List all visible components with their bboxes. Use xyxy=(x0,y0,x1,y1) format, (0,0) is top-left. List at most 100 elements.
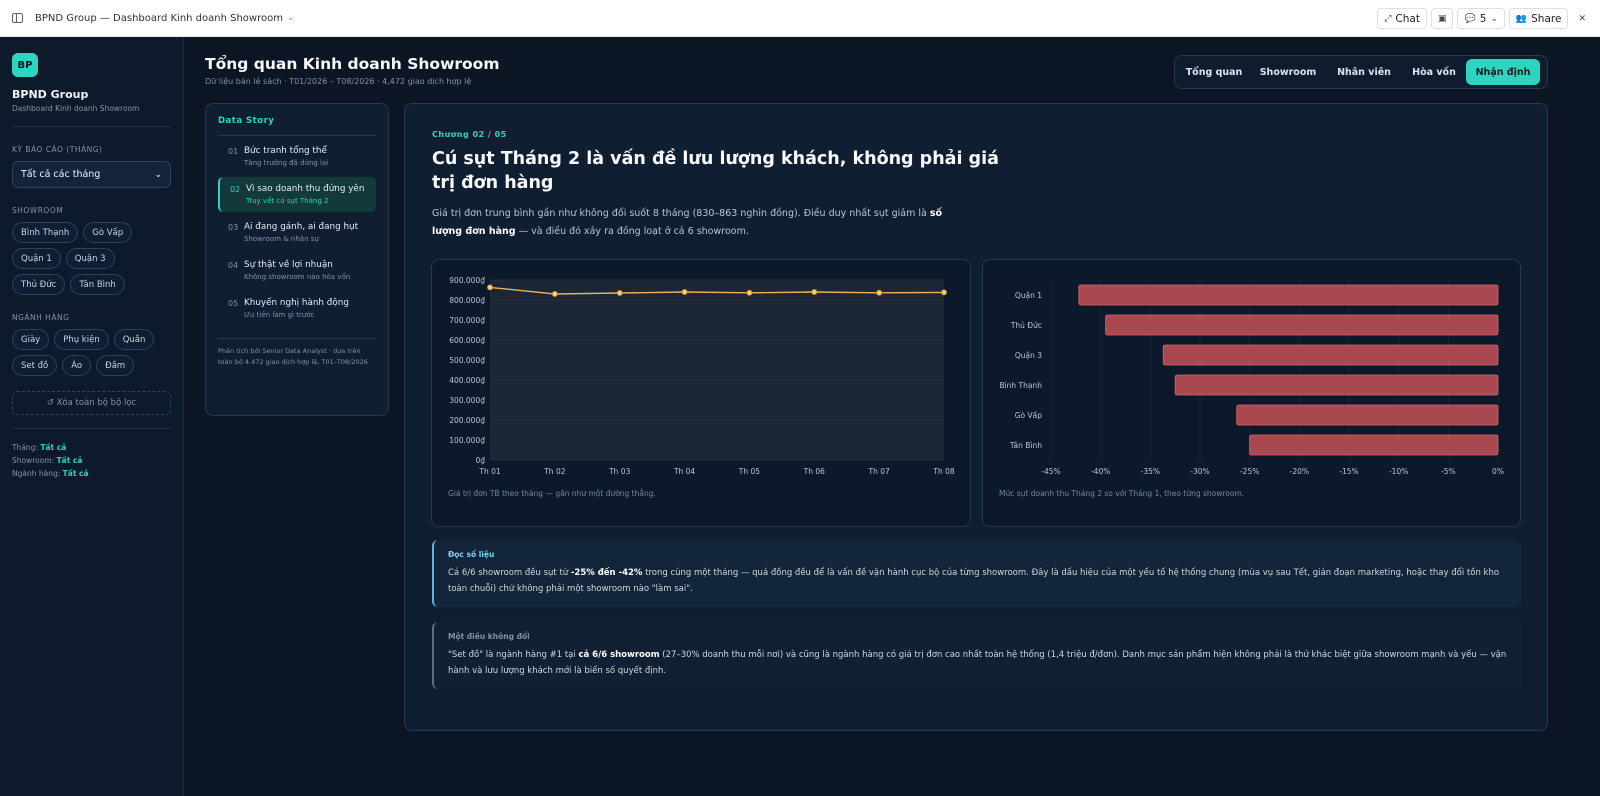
close-icon: ✕ xyxy=(1578,13,1586,24)
comments-button[interactable]: 💬 5 ⌄ xyxy=(1457,8,1505,29)
tab-showroom[interactable]: Showroom xyxy=(1259,66,1317,78)
chip-category[interactable]: Quần xyxy=(113,329,155,350)
window-title[interactable]: BPND Group — Dashboard Kinh doanh Showro… xyxy=(35,12,295,24)
page-title: Tổng quan Kinh doanh Showroom xyxy=(205,55,500,73)
x-tick-label: -10% xyxy=(1389,467,1408,476)
tab-staff[interactable]: Nhân viên xyxy=(1337,66,1391,78)
share-button[interactable]: 👥 Share xyxy=(1508,8,1569,29)
data-point xyxy=(487,284,494,291)
y-tick-label: 600.000₫ xyxy=(449,336,485,345)
open-panel-button[interactable]: ▣ xyxy=(1430,8,1454,29)
reset-filters-button[interactable]: ↺ Xóa toàn bộ bộ lọc xyxy=(12,391,171,415)
y-category-label: Bình Thạnh xyxy=(999,381,1042,390)
story-item-3[interactable]: 03 Ai đang gánh, ai đang hụt Showroom & n… xyxy=(228,222,359,243)
data-point xyxy=(746,289,753,296)
aov-line-chart-card: 0₫ 100.000₫ 200.000₫ 300.000₫ 400.000₫ 500.00… xyxy=(431,259,971,527)
chip-showroom[interactable]: Quận 1 xyxy=(12,248,61,269)
chip-category[interactable]: Đầm xyxy=(96,355,135,376)
x-tick-label: Th 05 xyxy=(738,467,760,476)
x-tick-label: -40% xyxy=(1091,467,1110,476)
bar-chart-caption: Mức sụt doanh thu Tháng 2 so với Tháng 1… xyxy=(999,489,1245,498)
chip-category[interactable]: Set đồ xyxy=(12,355,58,376)
filter-status: Tháng: Tất cả Showroom: Tất cả Ngành hàn… xyxy=(12,443,89,478)
chip-category[interactable]: Phụ kiện xyxy=(54,329,109,350)
chat-button[interactable]: ⤢ Chat xyxy=(1377,8,1427,29)
divider xyxy=(12,428,171,429)
x-tick-label: Th 04 xyxy=(673,467,695,476)
x-tick-label: Th 03 xyxy=(608,467,630,476)
chapter-lead: Giá trị đơn trung bình gần như không đổi… xyxy=(432,208,943,237)
people-icon: 👥 xyxy=(1515,13,1528,24)
x-tick-label: -45% xyxy=(1041,467,1060,476)
bar-thủ-đức xyxy=(1105,314,1499,336)
tab-breakeven[interactable]: Hòa vốn xyxy=(1412,66,1456,78)
x-tick-label: -15% xyxy=(1339,467,1358,476)
chip-showroom[interactable]: Bình Thạnh xyxy=(12,222,79,243)
y-tick-label: 800.000₫ xyxy=(449,296,485,305)
drop-bar-chart-card: -45% -40% -35% -30% -25% -20% -15% -10% -5% 0% Quậ… xyxy=(982,259,1521,527)
x-tick-label: -5% xyxy=(1441,467,1456,476)
period-select[interactable]: Tất cả các tháng ⌄ xyxy=(12,161,171,188)
chevron-down-icon: ⌄ xyxy=(286,13,295,23)
story-item-2[interactable]: 02 Vì sao doanh thu đứng yên Truy vết cú … xyxy=(218,177,376,212)
aov-line-chart: 0₫ 100.000₫ 200.000₫ 300.000₫ 400.000₫ 500.00… xyxy=(449,276,955,476)
brand-name: BPND Group xyxy=(12,88,89,101)
story-item-4[interactable]: 04 Sự thật về lợi nhuận Không showroom nà… xyxy=(228,260,351,281)
data-point xyxy=(811,288,818,295)
plot-area xyxy=(490,280,944,460)
x-tick-label: Th 01 xyxy=(478,467,500,476)
sidebar-toggle-icon[interactable] xyxy=(12,13,23,23)
x-tick-label: 0% xyxy=(1492,467,1504,476)
showroom-chips: Bình Thạnh Gò Vấp Quận 1 Quận 3 Thủ Đức … xyxy=(12,222,171,295)
x-tick-label: -20% xyxy=(1290,467,1309,476)
chip-showroom[interactable]: Gò Vấp xyxy=(83,222,133,243)
window-icon: ▣ xyxy=(1437,13,1447,24)
story-item-5[interactable]: 05 Khuyến nghị hành động Ưu tiên làm gì t… xyxy=(228,298,349,319)
y-category-label: Gò Vấp xyxy=(1015,411,1043,420)
story-footer: Phân tích bởi Senior Data Analyst · dựa … xyxy=(218,338,376,368)
bar-bình-thạnh xyxy=(1174,374,1499,396)
chip-showroom[interactable]: Tân Bình xyxy=(70,274,125,295)
y-tick-label: 300.000₫ xyxy=(449,396,485,405)
tab-overview[interactable]: Tổng quan xyxy=(1185,66,1243,78)
chapter-card: Chương 02 / 05 Cú sụt Tháng 2 là vấn đề … xyxy=(404,103,1548,731)
data-point xyxy=(551,290,558,297)
y-category-label: Quận 3 xyxy=(1015,351,1042,360)
callout-constant: Một điều không đổi "Set đồ" là ngành hàn… xyxy=(432,622,1522,689)
chip-showroom[interactable]: Quận 3 xyxy=(65,248,115,269)
line-chart-caption: Giá trị đơn TB theo tháng — gần như một … xyxy=(448,489,656,498)
y-category-label: Tân Bình xyxy=(1009,441,1042,450)
y-tick-label: 400.000₫ xyxy=(449,376,485,385)
callout-reading-data: Đọc số liệu Cả 6/6 showroom đều sụt từ -… xyxy=(432,540,1522,607)
story-item-1[interactable]: 01 Bức tranh tổng thể Tăng trưởng đã dừng… xyxy=(228,146,329,167)
data-point xyxy=(616,289,623,296)
bar-tân-bình xyxy=(1249,434,1499,456)
chapter-headline: Cú sụt Tháng 2 là vấn đề lưu lượng khách… xyxy=(432,149,999,193)
chip-showroom[interactable]: Thủ Đức xyxy=(12,274,66,295)
y-category-label: Thủ Đức xyxy=(1010,321,1042,330)
brand-logo: BP xyxy=(12,53,38,77)
app-topbar: BPND Group — Dashboard Kinh doanh Showro… xyxy=(0,0,1600,37)
y-tick-label: 500.000₫ xyxy=(449,356,485,365)
x-tick-label: Th 08 xyxy=(932,467,954,476)
category-label: NGÀNH HÀNG xyxy=(12,313,70,322)
chevron-down-icon: ⌄ xyxy=(154,169,162,180)
x-tick-label: -25% xyxy=(1240,467,1259,476)
x-tick-label: -35% xyxy=(1141,467,1160,476)
showroom-label: SHOWROOM xyxy=(12,206,64,215)
story-heading: Data Story xyxy=(218,116,275,126)
x-tick-label: Th 07 xyxy=(868,467,890,476)
chip-category[interactable]: Giày xyxy=(12,329,50,350)
brand-subtitle: Dashboard Kinh doanh Showroom xyxy=(12,104,140,113)
bar-gò-vấp xyxy=(1236,404,1499,426)
drop-bar-chart: -45% -40% -35% -30% -25% -20% -15% -10% -5% 0% Quậ… xyxy=(999,280,1504,476)
chip-category[interactable]: Áo xyxy=(62,355,92,376)
y-category-label: Quận 1 xyxy=(1015,291,1042,300)
chapter-label: Chương 02 / 05 xyxy=(432,130,507,139)
tab-insights[interactable]: Nhận định xyxy=(1466,59,1540,85)
sidebar: BP BPND Group Dashboard Kinh doanh Showr… xyxy=(0,37,184,796)
chevron-down-icon: ⌄ xyxy=(1490,13,1498,24)
bar-quận-1 xyxy=(1078,284,1499,306)
close-button[interactable]: ✕ xyxy=(1572,8,1592,29)
divider xyxy=(218,135,376,136)
